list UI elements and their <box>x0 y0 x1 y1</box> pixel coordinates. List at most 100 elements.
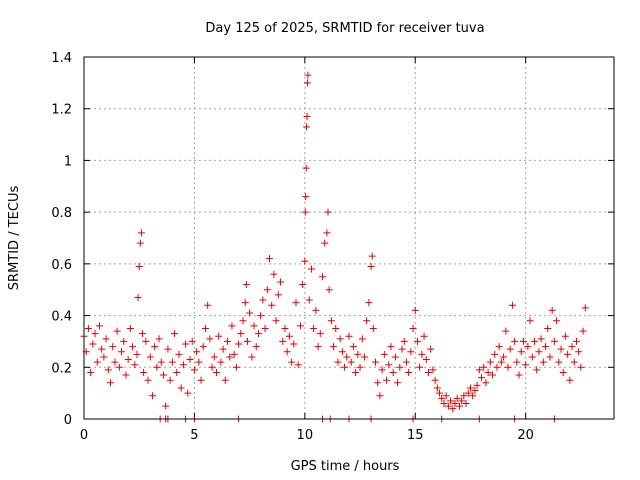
data-point <box>153 363 161 371</box>
data-point <box>471 387 479 395</box>
data-point <box>221 376 229 384</box>
y-tick-label: 1.2 <box>51 103 72 118</box>
data-point <box>413 337 421 345</box>
data-point <box>438 394 446 402</box>
data-point <box>466 384 474 392</box>
data-point <box>519 337 527 345</box>
data-point <box>358 335 366 343</box>
data-point <box>95 322 103 330</box>
data-point <box>190 366 198 374</box>
data-point <box>425 368 432 376</box>
data-point <box>369 325 377 332</box>
data-point <box>508 301 516 309</box>
data-point <box>469 392 477 400</box>
data-point <box>124 356 132 364</box>
data-point <box>294 361 302 369</box>
data-point <box>484 368 492 376</box>
data-point <box>164 345 172 353</box>
data-point <box>389 368 397 376</box>
data-point <box>548 306 556 314</box>
data-point <box>372 358 379 366</box>
data-point <box>299 281 307 289</box>
data-point <box>140 368 148 376</box>
data-point <box>235 340 243 348</box>
data-point <box>561 332 569 340</box>
y-tick-label: 0.6 <box>51 258 72 273</box>
data-point <box>360 353 368 361</box>
data-point <box>177 384 185 392</box>
data-point <box>460 392 468 400</box>
data-point <box>104 366 112 374</box>
data-point <box>338 348 346 356</box>
data-point <box>464 389 472 397</box>
data-point <box>568 343 576 351</box>
data-point <box>378 366 386 374</box>
data-point <box>575 348 583 356</box>
data-point <box>137 229 145 237</box>
data-point <box>433 384 441 392</box>
data-point <box>217 358 225 366</box>
data-point <box>429 366 437 374</box>
y-tick-label: 0.2 <box>51 361 72 376</box>
data-point <box>301 208 309 216</box>
data-point <box>135 262 143 270</box>
data-point <box>365 299 373 307</box>
x-tick-label: 15 <box>407 428 424 443</box>
data-point <box>500 353 508 361</box>
data-point <box>475 366 483 374</box>
data-point <box>263 286 271 294</box>
data-point <box>210 353 218 361</box>
data-point <box>292 299 300 307</box>
data-point <box>550 337 558 345</box>
data-point <box>334 358 342 366</box>
x-tick-label: 10 <box>297 428 314 443</box>
data-point <box>111 358 119 366</box>
data-point <box>232 363 240 371</box>
data-point <box>250 322 258 330</box>
plot-frame <box>83 56 615 420</box>
data-point <box>383 376 391 384</box>
data-point <box>453 394 461 402</box>
data-point <box>310 325 318 332</box>
data-point <box>323 229 331 237</box>
data-point <box>296 322 304 330</box>
data-point <box>166 376 174 384</box>
data-point <box>107 379 114 387</box>
data-point <box>228 322 236 330</box>
data-point <box>246 309 254 317</box>
data-point <box>120 337 128 345</box>
data-point <box>122 371 130 379</box>
data-point <box>142 337 150 345</box>
data-point <box>327 317 335 325</box>
data-point <box>402 358 410 366</box>
data-point <box>442 392 450 400</box>
data-point <box>407 348 415 356</box>
data-point <box>100 353 108 361</box>
data-point <box>98 345 106 353</box>
data-point <box>102 335 110 343</box>
data-point <box>268 301 276 309</box>
data-point <box>431 376 439 384</box>
data-point <box>129 343 137 351</box>
y-tick-labels: 0 0.2 0.4 0.6 0.8 1 1.2 1.4 <box>51 51 72 428</box>
data-point <box>148 392 156 400</box>
data-point <box>283 348 291 356</box>
data-point <box>385 361 393 369</box>
data-point <box>226 353 234 361</box>
data-point <box>440 399 448 407</box>
data-point <box>131 361 139 369</box>
data-point <box>302 193 310 201</box>
data-point <box>449 405 457 413</box>
data-point <box>564 350 572 358</box>
data-point <box>380 350 388 358</box>
data-point <box>528 353 536 361</box>
data-point <box>118 348 126 356</box>
data-point <box>219 345 227 353</box>
data-point <box>400 337 408 345</box>
data-point <box>173 368 181 376</box>
data-point <box>319 273 326 281</box>
data-point <box>182 340 190 348</box>
y-axis-label: SRMTID / TECUs <box>7 186 22 291</box>
data-point <box>274 291 282 299</box>
data-point <box>486 358 494 366</box>
